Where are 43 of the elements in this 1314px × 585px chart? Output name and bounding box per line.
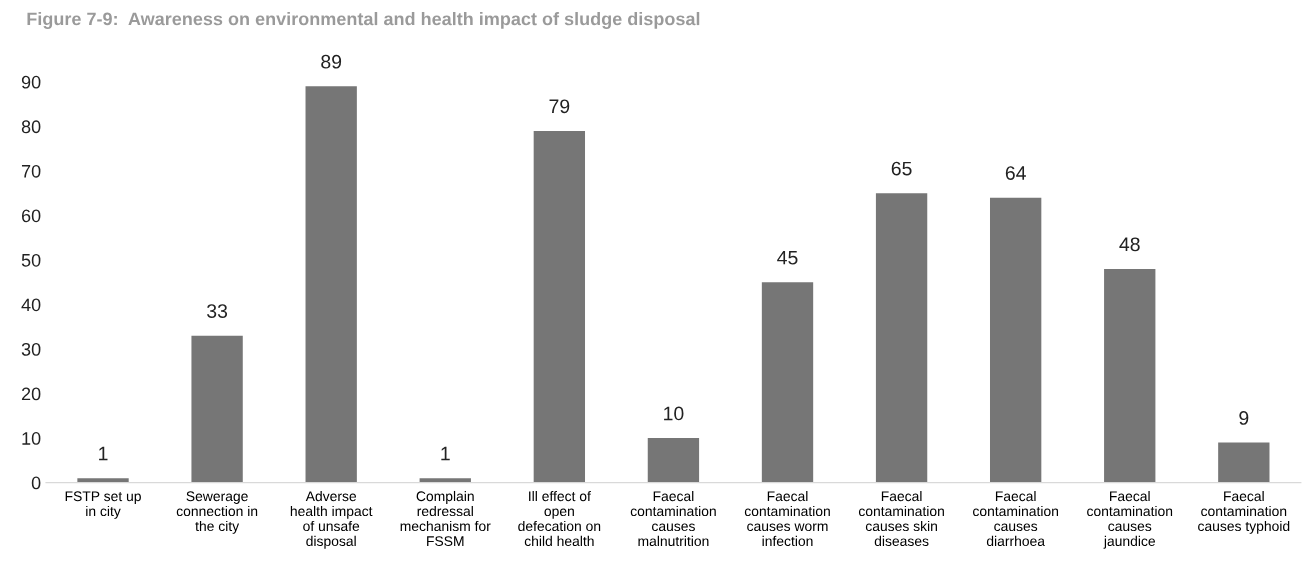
data-label: 33 xyxy=(207,304,228,318)
y-tick-label: 60 xyxy=(21,209,41,223)
data-label: 89 xyxy=(321,54,342,69)
data-label: 1 xyxy=(441,446,450,461)
x-tick-label: Faecal contamination causes diarrhoea xyxy=(973,490,1058,547)
x-tick-label: Faecal contamination causes malnutrition xyxy=(630,490,716,547)
x-tick-label: Adverse health impact of unsafe disposal xyxy=(290,490,373,549)
bar xyxy=(305,86,357,483)
bar xyxy=(989,197,1042,483)
data-label: 48 xyxy=(1119,237,1140,252)
data-label: 45 xyxy=(777,250,798,265)
y-tick-label: 70 xyxy=(21,164,41,178)
bar xyxy=(191,335,243,483)
data-label: 65 xyxy=(891,161,912,176)
x-tick-label: FSTP set up in city xyxy=(65,491,141,519)
y-tick-label: 90 xyxy=(21,75,41,89)
y-tick-label: 10 xyxy=(22,432,41,445)
x-tick-label: Faecal contamination causes jaundice xyxy=(1087,490,1173,549)
y-tick-label: 30 xyxy=(21,342,41,356)
data-label: 1 xyxy=(99,446,108,461)
x-tick-label: Faecal contamination causes worm infection xyxy=(744,490,830,547)
bar xyxy=(875,193,928,483)
bar xyxy=(1218,442,1270,483)
bar xyxy=(647,438,700,483)
chart-title: Figure 7-9: Awareness on environmental and health impact of sludge disposal xyxy=(27,12,700,29)
y-tick-label: 20 xyxy=(21,387,41,401)
bar xyxy=(761,282,814,483)
data-label: 64 xyxy=(1005,166,1026,180)
x-tick-label: Ill effect of open defecation on child health xyxy=(518,490,601,547)
x-tick-label: Faecal contamination causes skin diseases xyxy=(858,490,944,547)
data-label: 9 xyxy=(1239,411,1249,425)
y-tick-label: 40 xyxy=(21,298,41,312)
y-tick-label: 80 xyxy=(21,120,41,134)
data-label: 10 xyxy=(664,406,684,421)
y-tick-label: 50 xyxy=(21,253,41,267)
data-label: 79 xyxy=(549,99,570,114)
bar xyxy=(1104,268,1156,483)
x-tick-label: Faecal contamination causes typhoid xyxy=(1198,490,1290,534)
x-tick-label: Sewerage connection in the city xyxy=(176,491,258,534)
bar xyxy=(533,130,586,483)
y-tick-label: 0 xyxy=(31,476,41,490)
bar xyxy=(77,478,129,483)
x-tick-label: Complain redressal mechanism for FSSM xyxy=(400,490,491,547)
